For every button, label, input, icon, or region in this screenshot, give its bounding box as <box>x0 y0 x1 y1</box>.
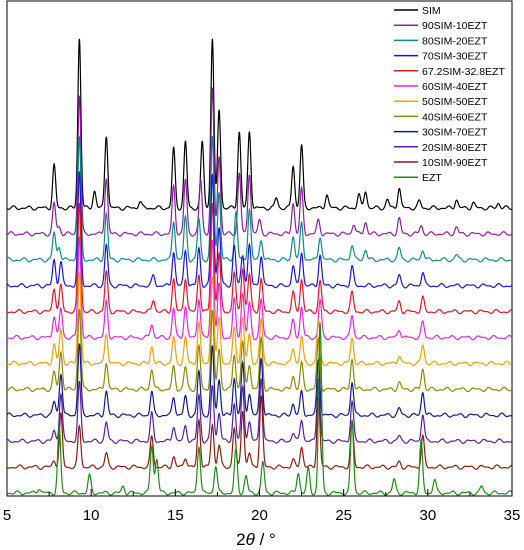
series-line-1 <box>6 87 513 237</box>
x-tick-label: 20 <box>251 507 268 524</box>
legend-label: 30SIM-70EZT <box>422 127 488 139</box>
series-line-9 <box>6 378 513 444</box>
x-tick-label: 30 <box>419 507 436 524</box>
x-tick-label: 10 <box>83 507 100 524</box>
legend: SIM 90SIM-10EZT 80SIM-20EZT 70SIM-30EZT 67.2… <box>394 5 505 184</box>
x-axis: 5 10 15 20 25 30 35 <box>3 489 521 524</box>
series-line-5 <box>6 236 513 341</box>
legend-label: 40SIM-60EZT <box>422 111 488 123</box>
series-line-7 <box>6 308 513 393</box>
x-tick-label: 25 <box>335 507 352 524</box>
legend-label: 80SIM-20EZT <box>422 35 488 47</box>
legend-label: 70SIM-30EZT <box>422 51 488 63</box>
series-line-6 <box>6 272 513 367</box>
legend-label: 90SIM-10EZT <box>422 20 488 32</box>
series-line-10 <box>6 395 513 470</box>
legend-label: 67.2SIM-32.8EZT <box>422 66 505 78</box>
x-axis-label: 2θ / ° <box>236 530 276 549</box>
legend-label: 10SIM-90EZT <box>422 157 488 169</box>
series-line-8 <box>6 343 513 419</box>
legend-label: 50SIM-50EZT <box>422 96 488 108</box>
x-tick-label: 15 <box>167 507 184 524</box>
x-tick-label: 5 <box>3 507 11 524</box>
series-line-2 <box>6 136 512 263</box>
series-line-0 <box>6 38 513 211</box>
legend-label: 20SIM-80EZT <box>422 142 488 154</box>
legend-label: SIM <box>422 5 441 17</box>
legend-label: EZT <box>422 172 442 184</box>
x-tick-label: 35 <box>504 507 521 524</box>
legend-label: 60SIM-40EZT <box>422 81 488 93</box>
series-line-4 <box>6 202 513 315</box>
series-line-3 <box>6 171 513 289</box>
